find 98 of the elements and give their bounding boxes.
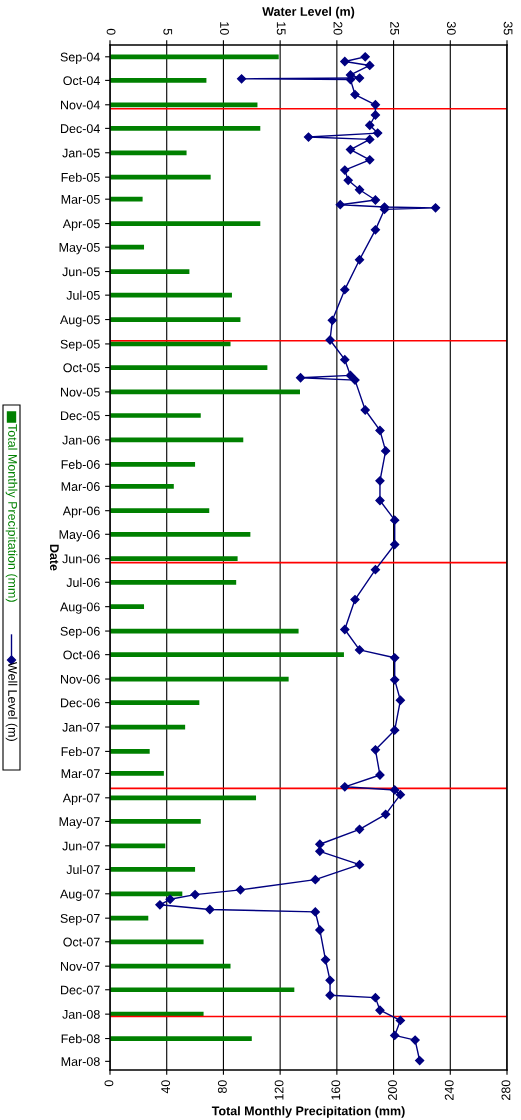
bar (110, 700, 200, 705)
y-tick-label: Feb-07 (61, 746, 100, 757)
y-tick-label: Jul-05 (66, 290, 100, 300)
bar (110, 1036, 252, 1041)
y-tick-label: Nov-04 (61, 100, 100, 110)
y-tick-label: Mar-08 (61, 1057, 100, 1066)
y-tick-label: Feb-08 (61, 1034, 100, 1044)
legend-label: Well Level (m) (5, 662, 18, 741)
y-tick-label: Jan-06 (62, 435, 100, 445)
x-tick-label: 240 (444, 1080, 454, 1100)
y-tick-label: Sep-06 (60, 626, 100, 639)
legend-label: Total Monthly Precipitation (mm) (5, 424, 18, 602)
y-tick-label: Aug-06 (60, 602, 100, 614)
bar (110, 819, 201, 824)
y-tick-label: Apr-07 (62, 793, 100, 805)
y-tick-label: Mar-05 (61, 194, 100, 204)
y-tick-label: Dec-06 (61, 698, 100, 708)
x2-tick-label: 0 (106, 28, 116, 35)
y-tick-label: Sep-05 (60, 339, 100, 352)
x-tick-label: 200 (388, 1080, 397, 1100)
y-axis-title: Date (49, 544, 59, 571)
y-tick-label: May-06 (59, 530, 100, 542)
y-tick-label: Dec-07 (61, 985, 100, 995)
bar (110, 244, 145, 250)
x2-tick-label: 15 (276, 22, 286, 35)
y-tick-label: Jan-07 (62, 722, 100, 732)
y-tick-label: Apr-06 (62, 506, 100, 518)
y-tick-label: May-07 (59, 817, 100, 829)
y-tick-label: Dec-04 (61, 124, 100, 134)
x-tick-label: 160 (331, 1080, 341, 1100)
y-tick-label: Apr-05 (62, 219, 100, 231)
x-axis-title: Total Monthly Precipitation (mm) (211, 1106, 405, 1118)
bar (110, 556, 238, 562)
y-tick-label: Jan-08 (62, 1009, 100, 1019)
x-tick-label: 120 (274, 1080, 284, 1100)
bar (110, 771, 164, 776)
x2-axis-title: Water Level (m) (262, 6, 355, 19)
bar (110, 795, 257, 801)
bar (110, 365, 268, 370)
x-tick-label: 0 (104, 1080, 114, 1087)
y-tick-label: Jun-06 (62, 554, 100, 564)
bar (110, 54, 279, 60)
y-tick-label: Feb-05 (61, 172, 100, 182)
bar (110, 843, 166, 849)
bar (110, 413, 201, 418)
bar (110, 939, 204, 945)
bar (110, 461, 196, 467)
y-tick-label: Jun-05 (62, 267, 100, 277)
x-tick-label: 80 (217, 1080, 227, 1094)
bar (110, 269, 190, 274)
bar (110, 78, 207, 83)
x2-tick-label: 10 (220, 22, 229, 35)
y-tick-label: Aug-07 (60, 889, 100, 901)
y-tick-label: Nov-06 (61, 674, 100, 684)
y-tick-label: Sep-04 (60, 52, 100, 64)
bar (110, 652, 344, 658)
bar (110, 126, 261, 131)
y-tick-label: Feb-06 (61, 459, 100, 469)
x-tick-label: 40 (161, 1080, 171, 1094)
y-tick-label: Oct-06 (63, 650, 100, 660)
y-tick-label: Dec-05 (61, 411, 100, 421)
y-tick-label: Jan-05 (62, 148, 100, 158)
y-tick-label: Jul-07 (66, 864, 100, 875)
bar (110, 867, 196, 872)
bar (110, 196, 143, 202)
bar (110, 150, 187, 156)
y-tick-label: Jul-06 (66, 577, 100, 587)
y-tick-label: Oct-04 (63, 76, 100, 86)
bar (110, 221, 261, 226)
y-tick-label: Jun-07 (62, 841, 100, 851)
y-tick-label: Oct-05 (63, 363, 100, 373)
bar (110, 579, 237, 585)
y-tick-label: Nov-07 (61, 961, 100, 971)
bar (110, 102, 258, 108)
bar (110, 749, 150, 754)
x2-tick-label: 30 (446, 21, 456, 35)
x2-tick-label: 20 (333, 22, 343, 35)
bar (110, 963, 231, 969)
y-tick-label: Sep-07 (60, 913, 100, 926)
y-tick-label: May-05 (59, 242, 100, 255)
bar (110, 174, 211, 180)
y-tick-label: Aug-05 (60, 315, 100, 327)
bar (110, 317, 241, 322)
bar (110, 915, 149, 921)
x2-tick-label: 35 (503, 21, 513, 35)
bar (110, 987, 295, 993)
x2-tick-label: 25 (390, 22, 400, 35)
bar (110, 604, 145, 610)
bar (110, 292, 232, 298)
y-tick-label: Mar-07 (61, 769, 100, 779)
bar (110, 483, 174, 489)
x-tick-label: 280 (501, 1080, 511, 1100)
y-tick-label: Oct-07 (63, 937, 100, 947)
y-tick-label: Nov-05 (61, 387, 100, 397)
bar (110, 531, 251, 537)
bar (110, 508, 210, 514)
x2-tick-label: 5 (163, 28, 173, 35)
y-tick-label: Mar-06 (61, 482, 100, 491)
